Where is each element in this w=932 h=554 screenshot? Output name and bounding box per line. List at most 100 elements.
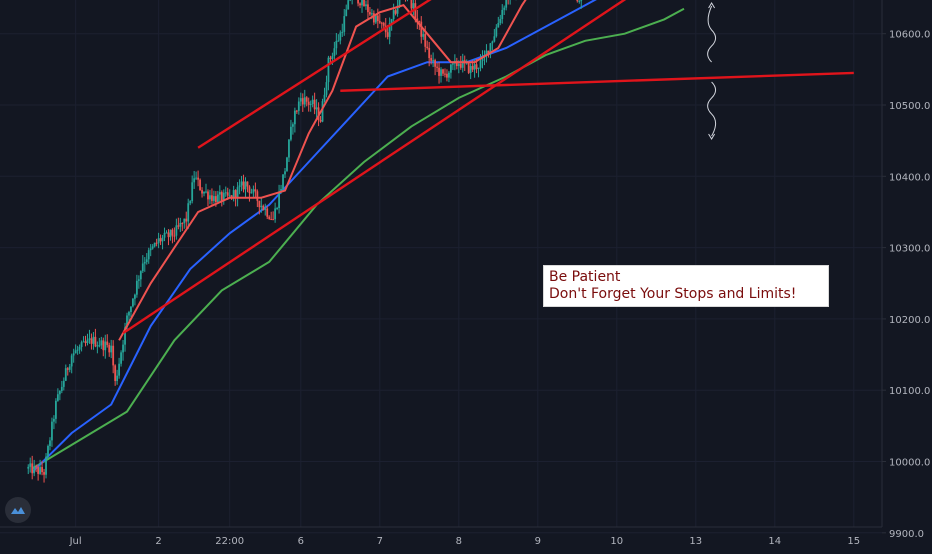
- candle-body: [253, 189, 255, 192]
- candle-body: [120, 352, 122, 363]
- candle-body: [343, 16, 345, 32]
- candle-body: [326, 82, 328, 95]
- candle-body: [118, 364, 120, 376]
- candle-body: [306, 97, 308, 101]
- candle-body: [359, 3, 361, 5]
- candle-body: [426, 47, 428, 48]
- candle-body: [168, 233, 170, 238]
- candles: [27, 0, 681, 483]
- candle-body: [474, 64, 476, 69]
- candle-body: [166, 233, 168, 234]
- candle-body: [199, 180, 201, 190]
- candle-body: [578, 1, 580, 2]
- candle-body: [225, 192, 227, 193]
- candle-body: [150, 249, 152, 251]
- candle-body: [75, 350, 77, 353]
- candle-body: [189, 201, 191, 203]
- candle-body: [148, 250, 150, 259]
- candle-body: [77, 350, 79, 351]
- candle-body: [130, 306, 132, 312]
- candle-body: [310, 104, 312, 105]
- candle-body: [213, 196, 215, 201]
- candle-body: [138, 279, 140, 281]
- candle-body: [332, 56, 334, 59]
- candle-body: [330, 58, 332, 59]
- candle-body: [239, 185, 241, 187]
- candle-body: [205, 192, 207, 193]
- candle-body: [328, 58, 330, 82]
- candle-body: [258, 201, 260, 207]
- candle-body: [418, 21, 420, 22]
- candle-body: [339, 33, 341, 41]
- candle-body: [270, 219, 272, 220]
- candle-body: [264, 209, 266, 210]
- candle-body: [282, 174, 284, 189]
- candle-body: [83, 341, 85, 342]
- candle-body: [345, 10, 347, 16]
- candle-body: [215, 196, 217, 202]
- candle-body: [140, 271, 142, 279]
- time-tick-label: 14: [768, 536, 781, 547]
- candle-body: [493, 36, 495, 41]
- candle-body: [112, 346, 114, 366]
- candle-body: [152, 246, 154, 248]
- candle-body: [164, 233, 166, 238]
- price-tick-label: 10600.0: [889, 30, 930, 41]
- candle-body: [39, 467, 41, 474]
- candle-body: [65, 368, 67, 381]
- candle-body: [296, 111, 298, 112]
- candle-body: [29, 463, 31, 466]
- candle-body: [122, 345, 124, 353]
- candle-body: [480, 61, 482, 68]
- candle-body: [134, 295, 136, 299]
- time-tick-label: 22:00: [215, 536, 244, 547]
- candle-body: [341, 32, 343, 33]
- candle-body: [211, 195, 213, 201]
- candle-body: [154, 243, 156, 247]
- candle-body: [249, 187, 251, 194]
- candle-body: [245, 182, 247, 190]
- candle-body: [448, 73, 450, 78]
- candle-body: [266, 209, 268, 217]
- candle-body: [79, 347, 81, 350]
- candle-body: [505, 0, 507, 8]
- candle-body: [420, 22, 422, 37]
- candle-body: [361, 0, 363, 5]
- candle-body: [221, 192, 223, 201]
- candle-body: [195, 178, 197, 179]
- candle-body: [450, 65, 452, 73]
- logo[interactable]: [5, 497, 31, 523]
- candle-body: [292, 124, 294, 127]
- candle-body: [187, 203, 189, 221]
- candle-body: [49, 440, 51, 446]
- note-box[interactable]: Be Patient Don't Forget Your Stops and L…: [543, 265, 829, 307]
- candle-body: [102, 340, 104, 350]
- candle-body: [478, 68, 480, 69]
- time-tick-label: Jul: [69, 536, 82, 547]
- candle-body: [495, 27, 497, 36]
- price-tick-label: 10500.0: [889, 101, 930, 112]
- candle-body: [177, 225, 179, 226]
- candle-body: [108, 345, 110, 352]
- candle-body: [383, 23, 385, 26]
- candle-body: [286, 158, 288, 172]
- candle-body: [132, 299, 134, 307]
- candle-body: [219, 192, 221, 194]
- candle-body: [411, 0, 413, 8]
- candle-body: [428, 48, 430, 58]
- candle-body: [207, 192, 209, 200]
- time-tick-label: 8: [456, 536, 462, 547]
- candle-body: [247, 182, 249, 187]
- ma-mid-line: [32, 0, 684, 472]
- candle-body: [89, 338, 91, 339]
- candle-body: [100, 340, 102, 345]
- candle-body: [320, 120, 322, 122]
- candle-body: [399, 0, 401, 6]
- candle-body: [87, 340, 89, 343]
- candle-body: [35, 466, 37, 467]
- candle-body: [93, 337, 95, 344]
- candle-body: [63, 381, 65, 387]
- candle-body: [371, 13, 373, 14]
- candle-body: [191, 182, 193, 201]
